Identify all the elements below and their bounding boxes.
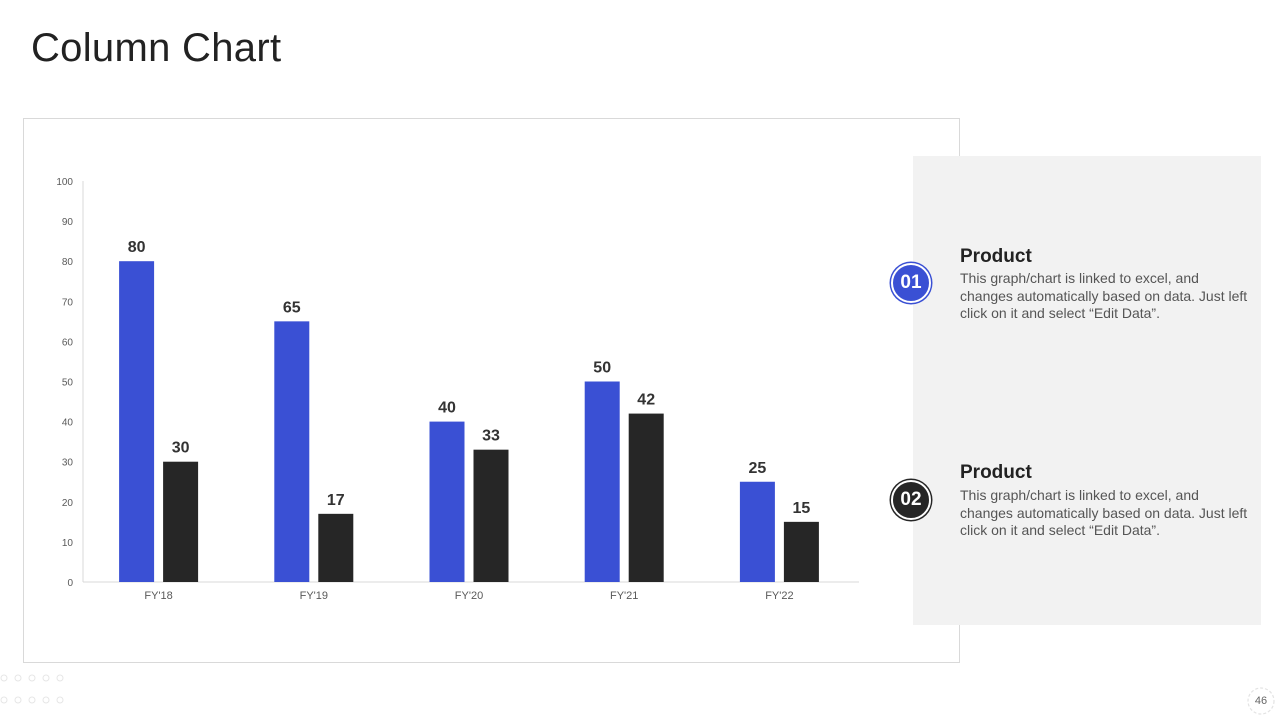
data-label: 40 (438, 400, 456, 417)
y-tick-label: 10 (62, 538, 74, 549)
x-tick-label: FY'18 (144, 590, 172, 602)
y-tick-label: 30 (62, 458, 74, 469)
bar (628, 413, 664, 582)
data-label: 25 (749, 460, 767, 477)
legend-item-text: This graph/chart is linked to excel, and… (960, 487, 1248, 538)
legend-item-text: This graph/chart is linked to excel, and… (960, 270, 1248, 321)
bar (318, 513, 354, 582)
data-label: 30 (172, 440, 190, 457)
bar (429, 421, 465, 582)
y-tick-label: 60 (62, 337, 74, 348)
bar (584, 381, 620, 582)
legend-panel: 01 Product This graph/chart is linked to… (891, 156, 1261, 625)
data-label: 15 (793, 500, 811, 517)
bar (739, 481, 775, 582)
number-badge-1: 01 (891, 263, 931, 303)
x-tick-label: FY'21 (610, 590, 638, 602)
bar (119, 261, 155, 582)
legend-item-title: Product (960, 246, 1032, 267)
data-label: 50 (593, 360, 611, 377)
y-tick-label: 90 (62, 217, 74, 228)
x-tick-label: FY'20 (455, 590, 483, 602)
bar (163, 461, 199, 582)
bar (274, 321, 310, 582)
badge-number: 02 (900, 489, 922, 510)
number-badge-2: 02 (891, 480, 931, 520)
y-tick-label: 40 (62, 418, 74, 429)
badge-number: 01 (900, 272, 922, 293)
gear-icon (1247, 687, 1275, 715)
y-tick-label: 80 (62, 257, 74, 268)
y-tick-label: 50 (62, 378, 74, 389)
y-tick-label: 0 (67, 578, 73, 589)
y-tick-label: 100 (56, 177, 73, 188)
y-tick-label: 20 (62, 498, 74, 509)
decorative-dots (0, 674, 64, 704)
y-tick-label: 70 (62, 297, 74, 308)
bar (473, 449, 509, 582)
bar (783, 521, 819, 582)
column-chart: 0 10 20 30 40 50 60 70 80 90 100 80 30 FY'18 65 17 FY'19… (56, 177, 859, 602)
data-label: 65 (283, 299, 301, 316)
x-tick-label: FY'22 (765, 590, 793, 602)
data-label: 17 (327, 492, 345, 509)
data-label: 33 (482, 428, 500, 445)
slide-title: Column Chart (31, 26, 282, 70)
chart-frame: 0 10 20 30 40 50 60 70 80 90 100 80 30 FY'18 65 17 FY'19… (23, 118, 960, 663)
legend-item-title: Product (960, 462, 1032, 483)
page-number: 46 (1254, 695, 1268, 707)
data-label: 42 (637, 392, 655, 409)
x-tick-label: FY'19 (300, 590, 328, 602)
data-label: 80 (128, 239, 146, 256)
